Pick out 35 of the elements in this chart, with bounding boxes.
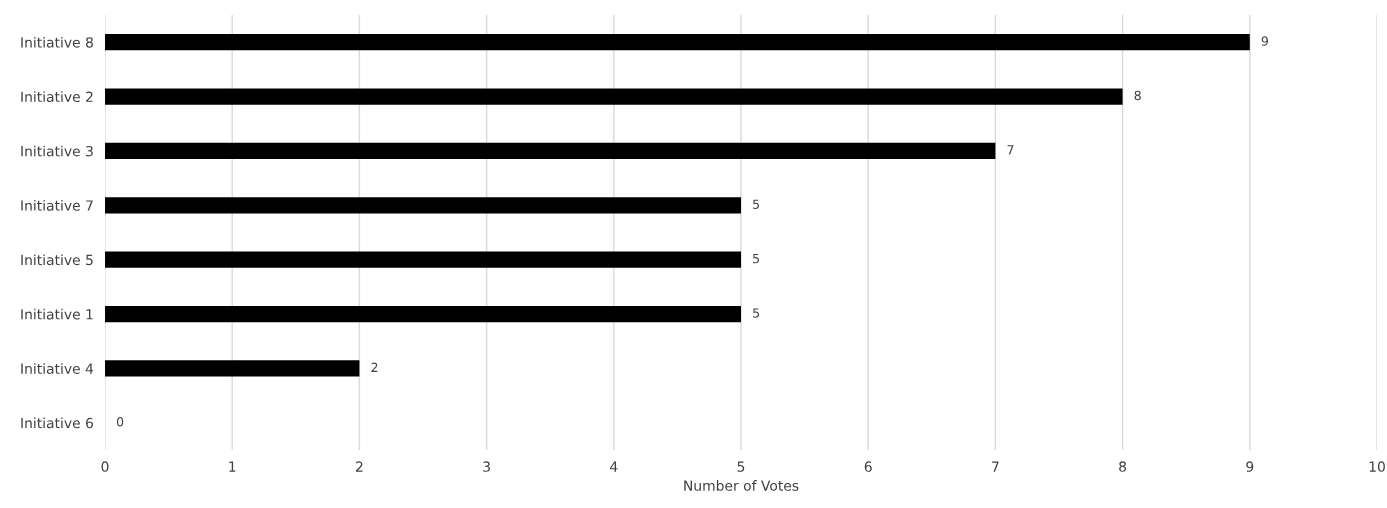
y-tick-label: Initiative 4 bbox=[21, 363, 94, 374]
y-tick-label: Initiative 1 bbox=[21, 308, 93, 320]
x-tick-label: 5 bbox=[737, 461, 745, 472]
bar bbox=[105, 360, 360, 377]
y-tick-label: Initiative 3 bbox=[21, 145, 93, 157]
bar bbox=[105, 34, 1250, 51]
y-tick-label: Initiative 2 bbox=[21, 91, 93, 103]
bar bbox=[105, 251, 741, 268]
x-tick-label: 4 bbox=[610, 461, 618, 472]
bar bbox=[105, 88, 1123, 105]
data-label: 5 bbox=[753, 199, 759, 209]
x-axis-title: Number of Votes bbox=[684, 480, 799, 491]
bar bbox=[105, 142, 996, 160]
x-tick-label: 7 bbox=[992, 461, 999, 472]
x-tick-label: 0 bbox=[101, 461, 109, 472]
data-label: 2 bbox=[371, 362, 378, 372]
data-label: 8 bbox=[1134, 90, 1141, 101]
x-tick-label: 8 bbox=[1119, 461, 1127, 472]
data-label: 5 bbox=[753, 308, 759, 318]
data-label: 7 bbox=[1007, 145, 1014, 155]
bar bbox=[105, 305, 741, 323]
data-label: 9 bbox=[1261, 36, 1268, 46]
x-tick-label: 2 bbox=[356, 461, 363, 472]
x-tick-label: 3 bbox=[483, 461, 490, 472]
data-label: 0 bbox=[116, 416, 124, 427]
y-tick-label: Initiative 8 bbox=[21, 36, 93, 48]
x-tick-label: 10 bbox=[1369, 461, 1385, 472]
x-tick-label: 9 bbox=[1246, 461, 1254, 472]
x-tick-label: 6 bbox=[864, 461, 872, 472]
y-tick-label: Initiative 5 bbox=[21, 254, 93, 266]
y-tick-label: Initiative 7 bbox=[21, 200, 93, 211]
x-tick-label: 1 bbox=[229, 461, 236, 472]
bar bbox=[105, 197, 741, 214]
y-tick-label: Initiative 6 bbox=[21, 417, 94, 429]
data-label: 5 bbox=[753, 254, 759, 264]
